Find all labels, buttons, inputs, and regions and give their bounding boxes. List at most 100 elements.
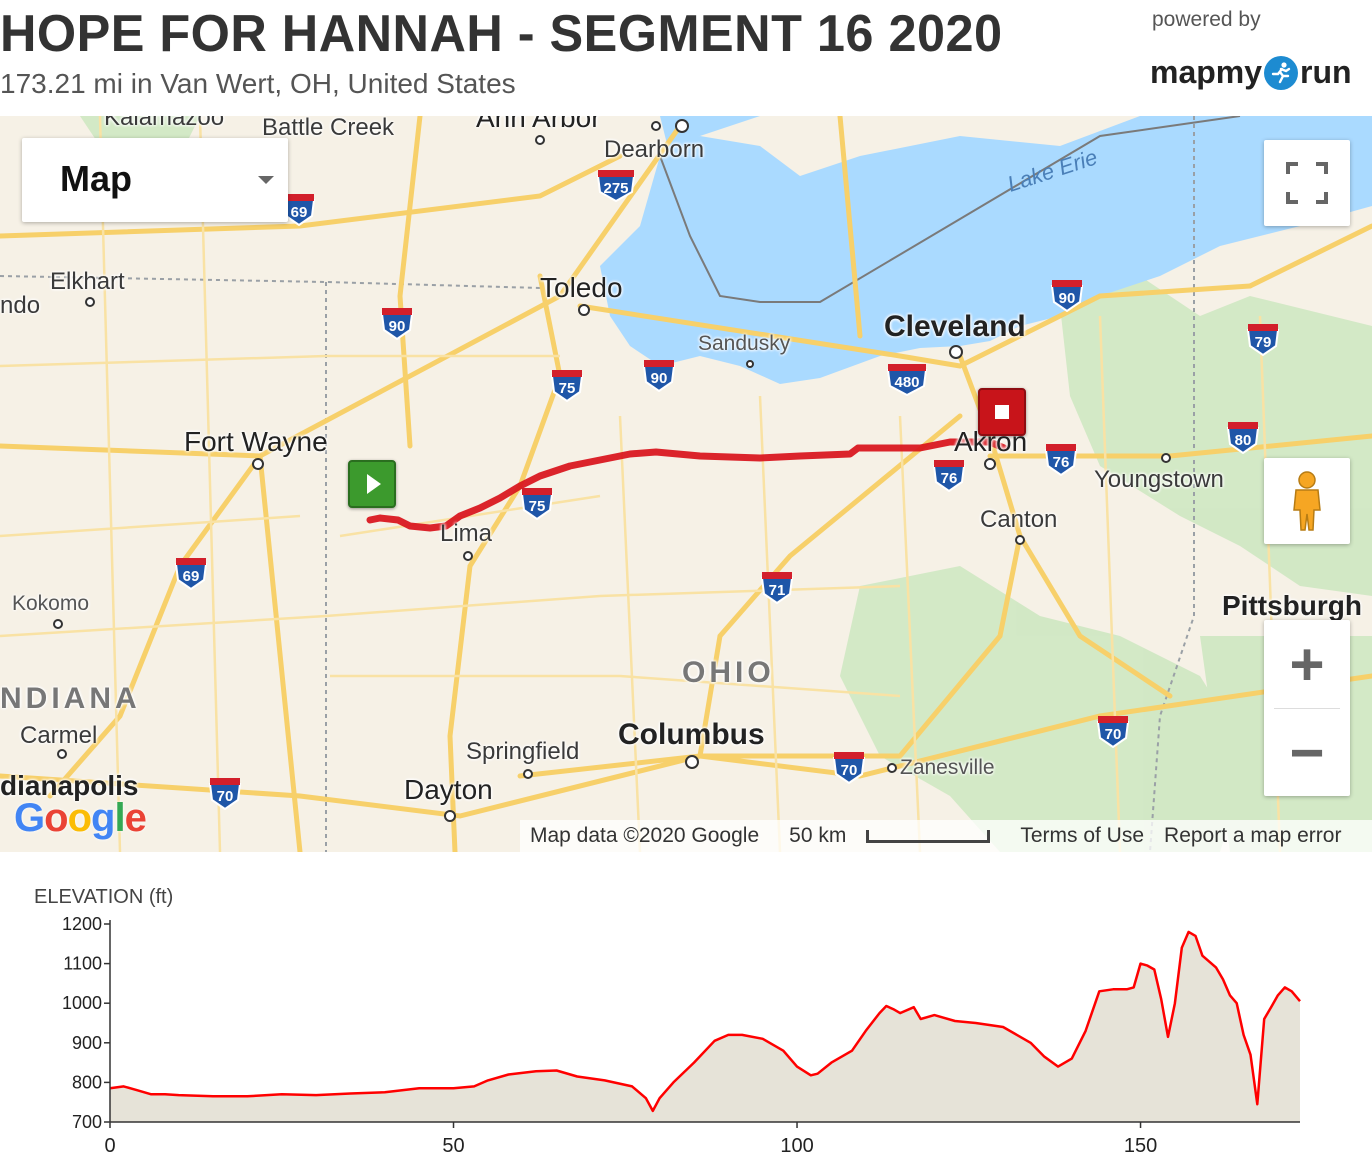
zoom-divider	[1274, 708, 1340, 709]
terms-of-use-link[interactable]: Terms of Use	[1020, 824, 1145, 847]
elevation-area-fill	[110, 931, 1300, 1122]
map-label-ohio: OHIO	[682, 656, 775, 689]
svg-text:71: 71	[769, 582, 786, 599]
svg-text:275: 275	[603, 180, 628, 197]
interstate-76-shield-west: 76	[932, 458, 966, 492]
interstate-71-shield: 71	[760, 570, 794, 604]
interstate-75-shield-north: 75	[550, 368, 584, 402]
map-label-indiana: NDIANA	[0, 682, 141, 715]
scale-bar	[866, 829, 991, 843]
map-label-kalamazoo: Kalamazoo	[104, 116, 225, 131]
map-label-lima: Lima	[440, 520, 493, 547]
map-label-fort-wayne: Fort Wayne	[184, 426, 328, 457]
interstate-76-shield-east: 76	[1044, 442, 1078, 476]
page-header: HOPE FOR HANNAH - SEGMENT 16 2020 173.21…	[0, 0, 1372, 116]
map-label-ndo: ndo	[0, 292, 41, 319]
map-label-springfield: Springfield	[466, 738, 580, 765]
x-tick-label: 100	[780, 1135, 813, 1157]
y-tick-label: 900	[72, 1033, 102, 1053]
report-map-error-link[interactable]: Report a map error	[1164, 824, 1342, 847]
fullscreen-icon	[1286, 162, 1328, 204]
powered-by-label: powered by	[1152, 8, 1261, 31]
svg-text:75: 75	[559, 380, 576, 397]
zoom-controls: + −	[1264, 620, 1350, 796]
interstate-70-shield-west: 70	[208, 776, 242, 810]
map-label-battle-creek: Battle Creek	[262, 116, 395, 141]
interstate-70-shield-central: 70	[832, 750, 866, 784]
map-label-kokomo: Kokomo	[12, 592, 90, 615]
mapmyrun-logo[interactable]: mapmy run	[1150, 54, 1352, 91]
map-label-cleveland: Cleveland	[884, 310, 1026, 343]
zoom-in-button[interactable]: +	[1289, 630, 1325, 698]
svg-text:76: 76	[941, 470, 958, 487]
route-title: HOPE FOR HANNAH - SEGMENT 16 2020	[0, 5, 1003, 63]
svg-text:69: 69	[183, 568, 200, 585]
google-logo[interactable]: Google	[14, 796, 147, 840]
y-tick-label: 800	[72, 1072, 102, 1092]
svg-text:90: 90	[651, 370, 668, 387]
stop-icon	[995, 405, 1009, 419]
route-start-marker[interactable]	[348, 460, 396, 508]
x-tick-label: 0	[104, 1135, 115, 1157]
map-label-sandusky: Sandusky	[698, 332, 791, 355]
zoom-out-button[interactable]: −	[1289, 718, 1325, 786]
map-scale: 50 km	[779, 824, 1000, 848]
map-label-dayton: Dayton	[404, 774, 493, 805]
y-tick-label: 1100	[63, 954, 102, 974]
caret-down-icon	[258, 176, 274, 184]
map-label-dearborn: Dearborn	[604, 136, 705, 163]
map-label-zanesville: Zanesville	[900, 756, 995, 779]
map-label-canton: Canton	[980, 506, 1058, 533]
map-label-elkhart: Elkhart	[50, 268, 125, 295]
map-type-selector[interactable]: Map	[22, 138, 288, 222]
svg-text:70: 70	[1105, 726, 1122, 743]
brand-right-text: run	[1300, 54, 1352, 90]
elevation-chart-title: ELEVATION (ft)	[34, 886, 174, 908]
svg-text:90: 90	[389, 318, 406, 335]
map-label-ann-arbor: Ann Arbor	[476, 116, 601, 133]
map-label-pittsburgh: Pittsburgh	[1222, 590, 1362, 621]
pegman-icon	[1293, 471, 1321, 531]
svg-text:75: 75	[529, 498, 546, 515]
play-icon	[367, 474, 381, 494]
runner-icon	[1264, 55, 1299, 90]
elevation-panel: ELEVATION (ft) 700 800 900 1000 1100 1200 0 50 1…	[0, 852, 1372, 1166]
y-tick-label: 1000	[62, 993, 102, 1013]
y-tick-label: 1200	[62, 914, 102, 934]
map-label-carmel: Carmel	[20, 722, 98, 749]
svg-text:70: 70	[841, 762, 858, 779]
fullscreen-button[interactable]	[1264, 140, 1350, 226]
elevation-chart[interactable]: 700 800 900 1000 1100 1200 0 50 100 150	[0, 852, 1372, 1166]
interstate-69-shield-south: 69	[174, 556, 208, 590]
brand-left-text: mapmy	[1150, 54, 1263, 90]
route-end-marker[interactable]	[978, 388, 1026, 436]
elevation-line	[109, 930, 1301, 1113]
interstate-90-shield-east: 90	[1050, 278, 1084, 312]
interstate-70-shield-east: 70	[1096, 714, 1130, 748]
svg-text:76: 76	[1053, 454, 1070, 471]
interstate-79-shield: 79	[1246, 322, 1280, 356]
map-label-indianapolis: dianapolis	[0, 770, 139, 801]
map-label-toledo: Toledo	[540, 272, 623, 303]
route-subtitle: 173.21 mi in Van Wert, OH, United States	[0, 68, 516, 99]
x-tick-label: 150	[1124, 1135, 1157, 1157]
y-tick-label: 700	[72, 1112, 102, 1132]
x-tick-label: 50	[442, 1135, 464, 1157]
svg-text:70: 70	[217, 788, 234, 805]
street-view-pegman[interactable]	[1264, 458, 1350, 544]
interstate-480-shield: 480	[886, 362, 928, 396]
map-data-credit: Map data ©2020 Google	[530, 824, 760, 847]
interstate-90-shield-indiana: 90	[380, 306, 414, 340]
interstate-275-shield: 275	[596, 168, 636, 202]
interstate-75-shield-lima: 75	[520, 486, 554, 520]
svg-text:80: 80	[1235, 432, 1252, 449]
svg-text:79: 79	[1255, 334, 1272, 351]
interstate-90-shield-ohio: 90	[642, 358, 676, 392]
map-attribution-bar: Map data ©2020 Google 50 km Terms of Use…	[520, 820, 1372, 852]
svg-text:480: 480	[894, 374, 919, 391]
svg-text:90: 90	[1059, 290, 1076, 307]
map-type-label: Map	[60, 158, 132, 199]
route-map[interactable]: Kalamazoo Battle Creek Ann Arbor Dearbor…	[0, 116, 1372, 852]
map-label-youngstown: Youngstown	[1094, 466, 1224, 493]
interstate-80-shield: 80	[1226, 420, 1260, 454]
